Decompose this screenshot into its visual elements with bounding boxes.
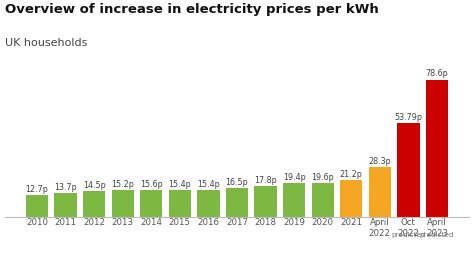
Bar	[397, 123, 419, 217]
Bar	[197, 190, 219, 217]
Text: 13.7p: 13.7p	[54, 183, 77, 192]
Text: predicted: predicted	[419, 232, 454, 238]
Text: 15.6p: 15.6p	[140, 179, 163, 189]
Text: 28.3p: 28.3p	[368, 157, 391, 166]
Bar	[26, 195, 48, 217]
Bar	[140, 189, 163, 217]
Bar	[83, 192, 105, 217]
Text: predicted: predicted	[391, 232, 426, 238]
Bar	[111, 190, 134, 217]
Text: 15.2p: 15.2p	[111, 180, 134, 189]
Text: 53.79p: 53.79p	[394, 113, 422, 122]
Bar	[169, 190, 191, 217]
Text: 15.4p: 15.4p	[168, 180, 191, 189]
Text: 16.5p: 16.5p	[226, 178, 248, 187]
Text: 19.6p: 19.6p	[311, 173, 334, 182]
Bar	[255, 186, 277, 217]
Text: 78.6p: 78.6p	[426, 69, 448, 79]
Text: 15.4p: 15.4p	[197, 180, 220, 189]
Bar	[55, 193, 77, 217]
Text: 12.7p: 12.7p	[26, 185, 48, 193]
Text: UK households: UK households	[5, 38, 87, 48]
Bar	[426, 79, 448, 217]
Bar	[369, 167, 391, 217]
Text: Overview of increase in electricity prices per kWh: Overview of increase in electricity pric…	[5, 3, 379, 16]
Text: 19.4p: 19.4p	[283, 173, 306, 182]
Text: 17.8p: 17.8p	[254, 176, 277, 185]
Text: 14.5p: 14.5p	[83, 181, 106, 191]
Text: 21.2p: 21.2p	[340, 170, 363, 179]
Bar	[311, 183, 334, 217]
Bar	[340, 180, 363, 217]
Bar	[226, 188, 248, 217]
Bar	[283, 183, 305, 217]
